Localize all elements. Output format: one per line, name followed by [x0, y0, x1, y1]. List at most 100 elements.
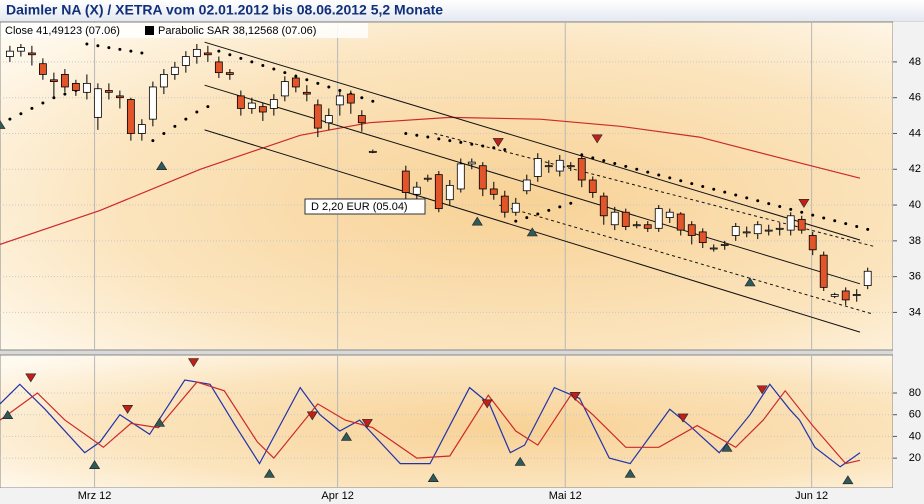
oscillator-line — [0, 381, 861, 465]
sar-dot — [371, 99, 375, 103]
sar-dot — [613, 162, 617, 166]
sar-dot — [448, 139, 452, 143]
legend-box — [2, 23, 368, 38]
sar-dot — [19, 112, 23, 116]
candle-body — [203, 52, 212, 56]
candle-body — [5, 50, 14, 57]
y-tick-label: 20 — [909, 452, 921, 464]
candle-body — [566, 165, 575, 168]
sar-dot — [184, 117, 188, 121]
y-tick-label: 36 — [909, 271, 921, 283]
sar-dot — [866, 227, 870, 231]
sar-dot — [481, 144, 485, 148]
sell-signal — [756, 385, 768, 395]
buy-signal — [842, 475, 854, 485]
sar-dot — [679, 179, 683, 183]
sell-signal — [492, 138, 504, 147]
buy-signal — [471, 216, 483, 226]
candle-body — [654, 208, 663, 229]
sell-signal — [188, 358, 200, 368]
candle-body — [170, 66, 179, 75]
sar-dot — [173, 124, 177, 128]
sar-dot — [426, 135, 430, 139]
candle-body — [60, 74, 69, 88]
oscillator-plot — [0, 355, 893, 488]
y-tick-label: 44 — [909, 127, 921, 139]
buy-signal — [427, 473, 439, 482]
sar-dot — [756, 199, 760, 203]
candle-body — [302, 91, 311, 95]
candle-body — [577, 158, 586, 181]
candle-body — [115, 95, 124, 99]
sell-signal — [361, 419, 373, 428]
sar-dot — [162, 131, 166, 135]
buy-signal — [153, 417, 166, 427]
sar-dot — [151, 139, 155, 143]
candle-body — [764, 229, 773, 232]
sar-dot — [41, 101, 45, 105]
candle-body — [148, 86, 157, 120]
candle-body — [27, 52, 36, 56]
candle-body — [731, 226, 740, 236]
candle-body — [753, 224, 762, 235]
candle-body — [852, 294, 861, 296]
buy-signal — [340, 431, 352, 441]
candle-body — [412, 186, 421, 195]
sar-dot — [360, 96, 364, 100]
candle-body — [368, 150, 377, 153]
candle-body — [522, 179, 531, 192]
candle-body — [258, 106, 267, 113]
buy-signal — [2, 410, 14, 420]
sell-signal — [677, 413, 689, 423]
candle-body — [192, 48, 201, 57]
sar-dot — [855, 225, 859, 229]
sar-dot — [800, 210, 804, 214]
sell-signal — [25, 373, 37, 383]
sar-dot — [30, 106, 34, 110]
legend-entry: Close 41,49123 (07.06) — [5, 25, 120, 37]
annotation: D 2,20 EUR (05.04) — [311, 201, 408, 213]
candle-body — [401, 170, 410, 193]
sar-dot — [536, 212, 540, 216]
sar-dot — [822, 216, 826, 220]
sar-dot — [107, 46, 111, 50]
trend-channel — [499, 204, 874, 315]
chart-title: Daimler NA (X) / XETRA vom 02.01.2012 bi… — [6, 2, 443, 18]
sar-dot — [239, 56, 243, 60]
sar-dot — [734, 193, 738, 197]
candle-body — [643, 224, 652, 229]
x-tick-label: Mrz 12 — [78, 490, 112, 502]
sar-dot — [657, 173, 661, 177]
candle-body — [291, 77, 300, 88]
sar-dot — [63, 92, 67, 96]
candle-body — [599, 195, 608, 217]
candle-body — [797, 218, 806, 231]
candle-body — [104, 90, 113, 93]
candle-body — [82, 82, 91, 93]
y-tick-label: 38 — [909, 235, 921, 247]
y-axis-area — [893, 22, 924, 488]
candle-body — [16, 47, 25, 52]
candle-body — [720, 244, 729, 246]
candle-body — [632, 224, 641, 227]
sell-signal — [122, 404, 134, 414]
sar-dot — [635, 167, 639, 171]
candle-body — [71, 82, 80, 91]
sar-dot — [547, 208, 551, 212]
candle-body — [38, 63, 47, 75]
sar-dot — [195, 110, 199, 114]
candle-body — [665, 211, 674, 218]
x-axis-area — [0, 488, 924, 504]
sar-dot — [327, 85, 331, 89]
sar-dot — [404, 131, 408, 135]
sell-signal — [481, 399, 493, 409]
sar-dot — [206, 105, 210, 109]
sar-dot — [129, 49, 133, 53]
sar-dot — [591, 156, 595, 160]
sar-dot — [459, 140, 463, 144]
sar-dot — [690, 182, 694, 186]
sar-dot — [415, 133, 419, 137]
candle-body — [181, 56, 190, 66]
sar-dot — [745, 196, 749, 200]
